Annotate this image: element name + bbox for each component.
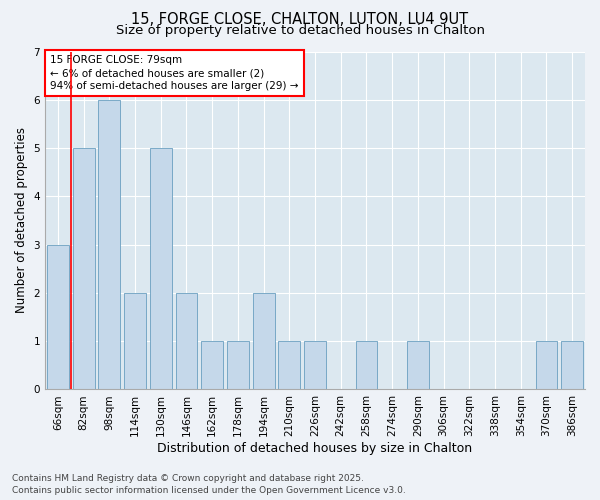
Bar — [278, 341, 300, 390]
Bar — [536, 341, 557, 390]
Bar — [227, 341, 249, 390]
Bar — [124, 293, 146, 390]
Bar — [201, 341, 223, 390]
Y-axis label: Number of detached properties: Number of detached properties — [15, 128, 28, 314]
Text: 15, FORGE CLOSE, CHALTON, LUTON, LU4 9UT: 15, FORGE CLOSE, CHALTON, LUTON, LU4 9UT — [131, 12, 469, 28]
Text: Size of property relative to detached houses in Chalton: Size of property relative to detached ho… — [115, 24, 485, 37]
Bar — [356, 341, 377, 390]
Bar — [561, 341, 583, 390]
Bar — [150, 148, 172, 390]
Bar — [253, 293, 275, 390]
Bar — [47, 244, 69, 390]
Bar — [73, 148, 95, 390]
X-axis label: Distribution of detached houses by size in Chalton: Distribution of detached houses by size … — [157, 442, 473, 455]
Text: 15 FORGE CLOSE: 79sqm
← 6% of detached houses are smaller (2)
94% of semi-detach: 15 FORGE CLOSE: 79sqm ← 6% of detached h… — [50, 55, 299, 92]
Bar — [98, 100, 120, 390]
Text: Contains HM Land Registry data © Crown copyright and database right 2025.
Contai: Contains HM Land Registry data © Crown c… — [12, 474, 406, 495]
Bar — [304, 341, 326, 390]
Bar — [176, 293, 197, 390]
Bar — [407, 341, 429, 390]
